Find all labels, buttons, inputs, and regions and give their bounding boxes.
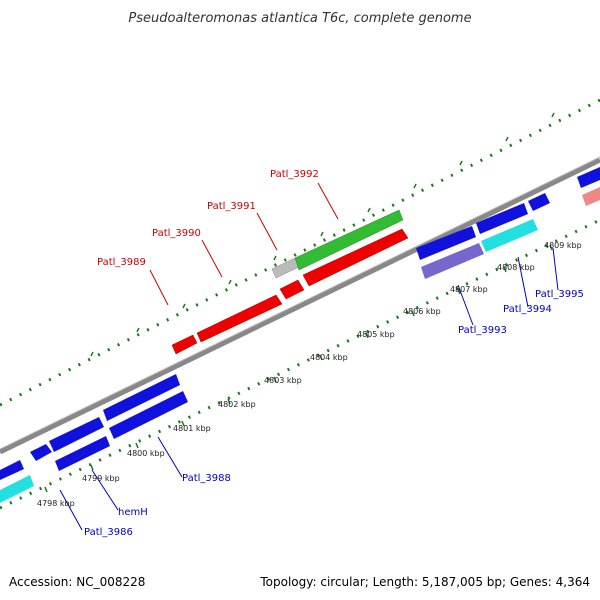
gene-blue-3995[interactable] xyxy=(528,193,550,211)
tick-label-4800: 4800 kbp xyxy=(127,449,165,458)
label-patl-3994[interactable]: Patl_3994 xyxy=(503,304,552,315)
tick-label-4801: 4801 kbp xyxy=(173,424,211,433)
tick-label-4804: 4804 kbp xyxy=(310,353,348,362)
gene-patl-3994[interactable] xyxy=(481,219,538,252)
label-patl-3991[interactable]: Patl_3991 xyxy=(207,201,256,212)
gene-pink-edge[interactable] xyxy=(582,187,600,206)
tick-label-4808: 4808 kbp xyxy=(497,263,535,272)
label-patl-3992[interactable]: Patl_3992 xyxy=(270,169,319,180)
accession-text: Accession: NC_008228 xyxy=(9,575,145,589)
label-leaders xyxy=(59,182,559,531)
kbp-tick-labels: 4798 kbp 4799 kbp 4800 kbp 4801 kbp 4802… xyxy=(37,241,582,508)
tick-label-4807: 4807 kbp xyxy=(450,285,488,294)
tick-label-4798: 4798 kbp xyxy=(37,499,75,508)
gene-patl-3993[interactable] xyxy=(421,243,484,279)
map-title: Pseudoalteromonas atlantica T6c, complet… xyxy=(128,11,471,26)
gene-patl-3988-a[interactable] xyxy=(103,374,180,421)
gene-blue-edge[interactable] xyxy=(577,167,600,188)
genome-summary-text: Topology: circular; Length: 5,187,005 bp… xyxy=(259,575,590,589)
gene-patl-3990[interactable] xyxy=(196,294,283,343)
gene-patl-3989[interactable] xyxy=(171,334,198,355)
gene-hemH[interactable] xyxy=(55,436,110,471)
genome-backbone xyxy=(0,157,600,455)
gene-patl-3988-b[interactable] xyxy=(109,391,188,439)
label-patl-3988[interactable]: Patl_3988 xyxy=(182,473,231,484)
label-patl-3986[interactable]: Patl_3986 xyxy=(84,527,133,538)
gc-track-outer xyxy=(0,98,600,407)
label-patl-3990[interactable]: Patl_3990 xyxy=(152,228,201,239)
gene-blue-3994[interactable] xyxy=(476,203,528,234)
tick-label-4809: 4809 kbp xyxy=(544,241,582,250)
label-patl-3993[interactable]: Patl_3993 xyxy=(458,325,507,336)
label-patl-3995[interactable]: Patl_3995 xyxy=(535,289,584,300)
gene-patl-3993-blue[interactable] xyxy=(416,226,476,260)
tick-label-4802: 4802 kbp xyxy=(218,400,256,409)
reverse-genes xyxy=(0,167,600,503)
gene-blue-left-1[interactable] xyxy=(0,460,24,480)
tick-label-4805: 4805 kbp xyxy=(357,330,395,339)
gene-cyan-left[interactable] xyxy=(0,475,34,503)
gene-patl-3991[interactable] xyxy=(279,279,305,300)
label-hemH[interactable]: hemH xyxy=(118,507,148,518)
gene-blue-left-2[interactable] xyxy=(30,444,52,461)
tick-label-4806: 4806 kbp xyxy=(403,307,441,316)
gene-patl-3992-red[interactable] xyxy=(302,228,409,287)
gc-track-outer-ticks xyxy=(90,112,555,357)
gc-track-inner-ticks xyxy=(44,244,553,493)
forward-genes xyxy=(171,209,409,355)
gc-track-inner xyxy=(0,218,600,510)
tick-label-4803: 4803 kbp xyxy=(264,376,302,385)
label-patl-3989[interactable]: Patl_3989 xyxy=(97,257,146,268)
genome-backbone-highlight xyxy=(0,156,600,450)
tick-label-4799: 4799 kbp xyxy=(82,474,120,483)
gene-patl-3986[interactable] xyxy=(49,417,104,452)
gene-patl-3992-green[interactable] xyxy=(294,209,404,271)
